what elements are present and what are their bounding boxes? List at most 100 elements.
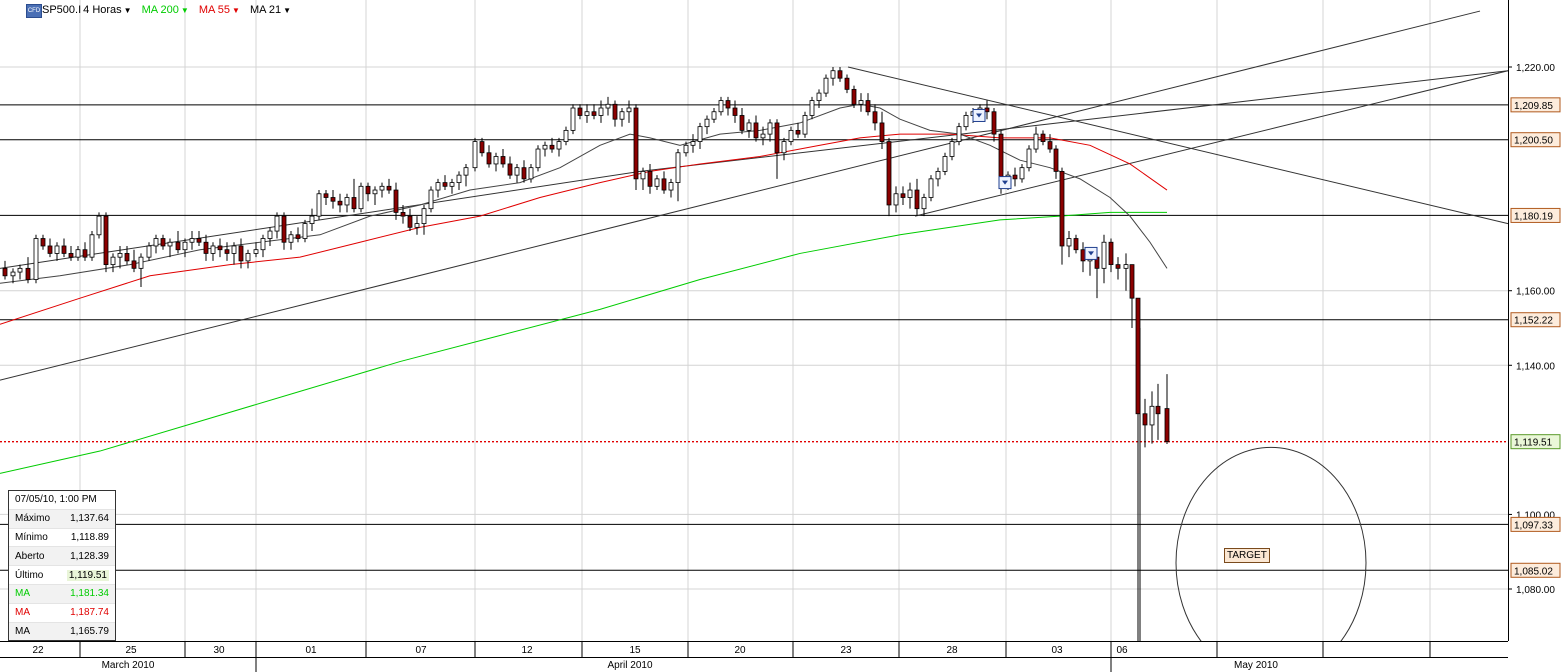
candle[interactable] xyxy=(535,145,541,172)
candle[interactable] xyxy=(146,242,152,261)
candle[interactable] xyxy=(633,104,639,191)
candle[interactable] xyxy=(654,175,660,191)
candle[interactable] xyxy=(203,234,209,261)
candle[interactable] xyxy=(900,186,906,205)
candle[interactable] xyxy=(372,186,378,205)
candle[interactable] xyxy=(456,171,462,191)
candle[interactable] xyxy=(563,126,569,146)
candle[interactable] xyxy=(1101,234,1107,284)
candle[interactable] xyxy=(435,178,441,198)
candle[interactable] xyxy=(830,67,836,86)
candle[interactable] xyxy=(1026,145,1032,172)
candle[interactable] xyxy=(1012,167,1018,187)
candle[interactable] xyxy=(668,178,674,198)
candle[interactable] xyxy=(316,190,322,220)
candle[interactable] xyxy=(25,257,31,284)
plot-area[interactable] xyxy=(0,0,1508,641)
candle[interactable] xyxy=(103,212,109,273)
ma21-indicator[interactable]: MA 21 ▼ xyxy=(250,4,291,16)
candle[interactable] xyxy=(68,245,74,261)
candle[interactable] xyxy=(463,163,469,187)
candle[interactable] xyxy=(61,238,67,258)
candle[interactable] xyxy=(872,104,878,131)
candle[interactable] xyxy=(823,74,829,97)
candle[interactable] xyxy=(725,96,731,116)
candle[interactable] xyxy=(365,182,371,202)
candle[interactable] xyxy=(521,160,527,183)
candle[interactable] xyxy=(267,227,273,246)
candle[interactable] xyxy=(577,104,583,120)
candle[interactable] xyxy=(40,234,46,250)
candle[interactable] xyxy=(549,137,555,153)
candle[interactable] xyxy=(753,115,759,142)
candle[interactable] xyxy=(1142,398,1148,448)
candle[interactable] xyxy=(760,126,766,146)
candle[interactable] xyxy=(189,231,195,250)
candle[interactable] xyxy=(175,231,181,254)
candle[interactable] xyxy=(96,212,102,239)
candle[interactable] xyxy=(942,152,948,176)
candle[interactable] xyxy=(788,126,794,146)
candle[interactable] xyxy=(732,100,738,123)
candle[interactable] xyxy=(795,122,801,138)
candle[interactable] xyxy=(1053,145,1059,179)
trend-line[interactable] xyxy=(0,70,1509,269)
candle[interactable] xyxy=(10,268,16,284)
ma55-indicator[interactable]: MA 55 ▼ xyxy=(199,4,240,16)
candle[interactable] xyxy=(224,242,230,261)
ma200-indicator[interactable]: MA 200 ▼ xyxy=(142,4,189,16)
candle[interactable] xyxy=(117,245,123,269)
candle[interactable] xyxy=(253,242,259,258)
candle[interactable] xyxy=(274,212,280,239)
candle[interactable] xyxy=(1164,374,1170,444)
candle[interactable] xyxy=(486,145,492,168)
candle[interactable] xyxy=(302,219,308,243)
candle[interactable] xyxy=(858,93,864,112)
candle[interactable] xyxy=(612,100,618,127)
candle[interactable] xyxy=(167,238,173,258)
candle[interactable] xyxy=(17,264,23,280)
time-axis[interactable]: 22 25 30 01 07 12 15 20 23 28 03 06 March 2010 April … xyxy=(0,641,1567,672)
price-axis[interactable]: 1,080.00 1,100.00 1,140.00 1,160.00 1,220.00… xyxy=(1508,0,1567,672)
candle[interactable] xyxy=(514,163,520,183)
trend-line[interactable] xyxy=(914,70,1509,217)
trend-line[interactable] xyxy=(847,66,1509,225)
candle[interactable] xyxy=(393,182,399,220)
candle[interactable] xyxy=(949,137,955,161)
candle[interactable] xyxy=(323,190,329,205)
candle[interactable] xyxy=(739,108,745,135)
candle[interactable] xyxy=(816,89,822,109)
candle[interactable] xyxy=(647,163,653,194)
candle[interactable] xyxy=(1123,253,1129,291)
candle[interactable] xyxy=(421,204,427,235)
candle[interactable] xyxy=(591,104,597,120)
candle[interactable] xyxy=(1135,297,1141,645)
candle[interactable] xyxy=(238,238,244,269)
candle[interactable] xyxy=(479,137,485,157)
candle[interactable] xyxy=(344,193,350,213)
candle[interactable] xyxy=(1033,126,1039,153)
candle[interactable] xyxy=(781,137,787,161)
candle[interactable] xyxy=(802,111,808,138)
candle[interactable] xyxy=(963,111,969,131)
candle[interactable] xyxy=(683,141,689,157)
candle[interactable] xyxy=(865,93,871,116)
candle[interactable] xyxy=(711,108,717,123)
symbol-selector[interactable]: SP500.I 4 Horas ▼ xyxy=(42,4,132,16)
candle[interactable] xyxy=(704,115,710,135)
candle[interactable] xyxy=(1040,130,1046,146)
candle[interactable] xyxy=(407,208,413,232)
candle[interactable] xyxy=(1059,167,1065,265)
candle[interactable] xyxy=(844,74,850,94)
trend-line[interactable] xyxy=(0,10,1481,381)
candle[interactable] xyxy=(528,163,534,183)
candle[interactable] xyxy=(879,111,885,150)
candle[interactable] xyxy=(774,119,780,179)
candle[interactable] xyxy=(75,245,81,261)
candle[interactable] xyxy=(196,231,202,246)
candle[interactable] xyxy=(260,234,266,258)
candle[interactable] xyxy=(1115,257,1121,280)
candle[interactable] xyxy=(54,242,60,261)
candle[interactable] xyxy=(337,193,343,213)
